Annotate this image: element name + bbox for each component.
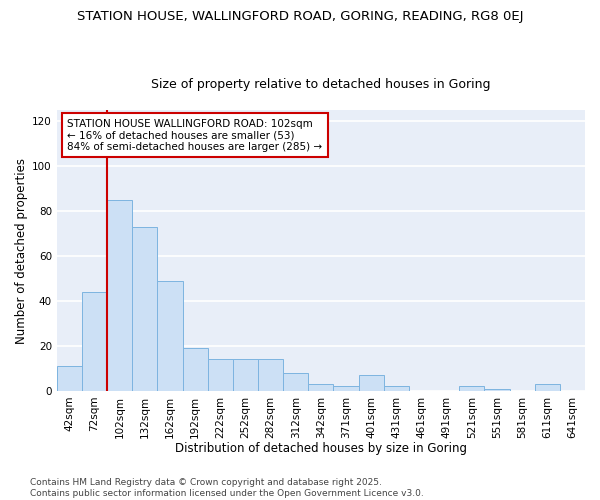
Bar — [459, 386, 484, 391]
Bar — [132, 227, 157, 391]
Y-axis label: Number of detached properties: Number of detached properties — [15, 158, 28, 344]
Bar — [57, 366, 82, 391]
Text: Contains HM Land Registry data © Crown copyright and database right 2025.
Contai: Contains HM Land Registry data © Crown c… — [30, 478, 424, 498]
Title: Size of property relative to detached houses in Goring: Size of property relative to detached ho… — [151, 78, 491, 91]
Text: STATION HOUSE, WALLINGFORD ROAD, GORING, READING, RG8 0EJ: STATION HOUSE, WALLINGFORD ROAD, GORING,… — [77, 10, 523, 23]
Bar — [182, 348, 208, 391]
Bar — [82, 292, 107, 391]
Bar — [308, 384, 334, 391]
Bar — [157, 281, 182, 391]
Text: STATION HOUSE WALLINGFORD ROAD: 102sqm
← 16% of detached houses are smaller (53): STATION HOUSE WALLINGFORD ROAD: 102sqm ←… — [67, 118, 322, 152]
Bar — [258, 360, 283, 391]
Bar — [107, 200, 132, 391]
Bar — [334, 386, 359, 391]
Bar — [359, 375, 384, 391]
Bar — [208, 360, 233, 391]
Bar — [384, 386, 409, 391]
Bar — [233, 360, 258, 391]
X-axis label: Distribution of detached houses by size in Goring: Distribution of detached houses by size … — [175, 442, 467, 455]
Bar — [283, 373, 308, 391]
Bar — [484, 388, 509, 391]
Bar — [535, 384, 560, 391]
